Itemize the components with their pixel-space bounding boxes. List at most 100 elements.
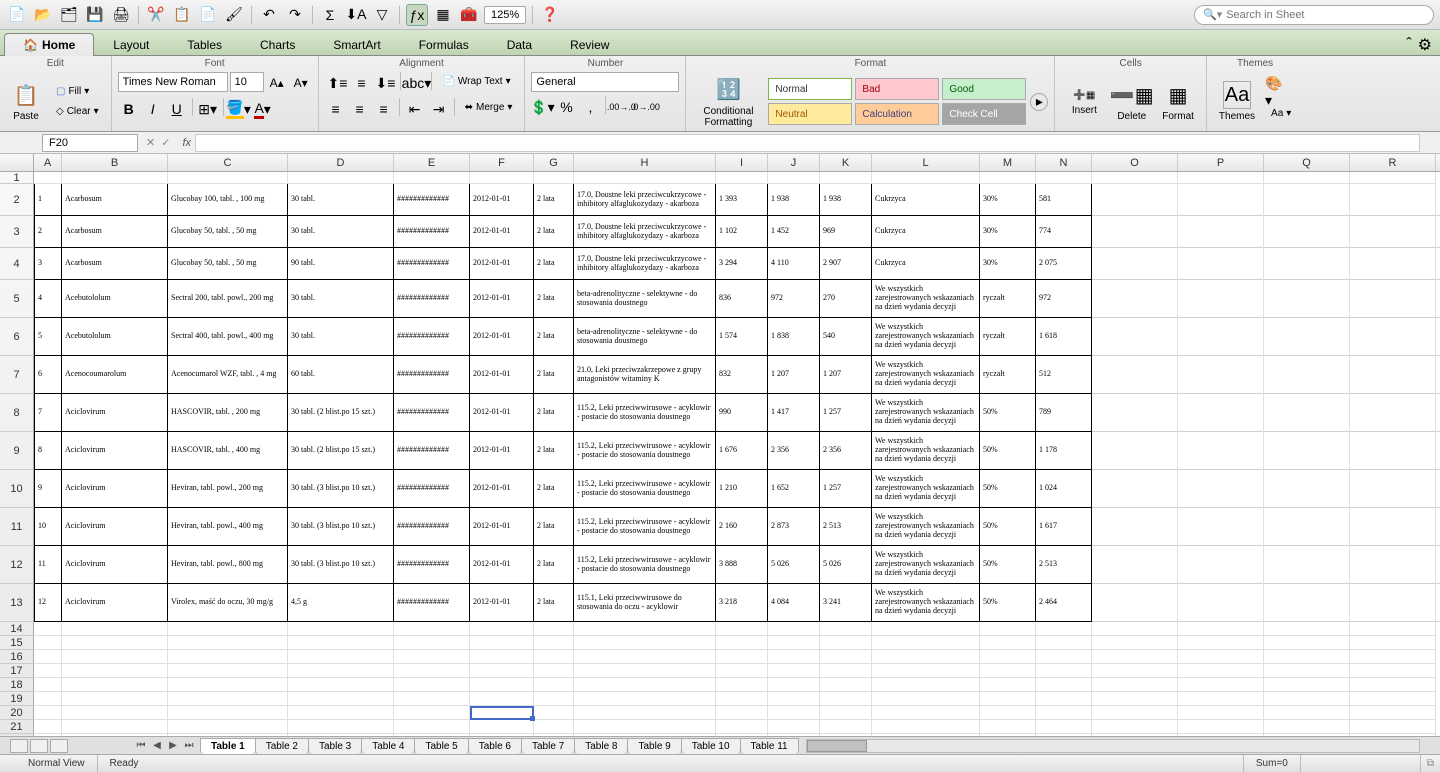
col-header-L[interactable]: L: [872, 154, 980, 171]
cell[interactable]: [1350, 584, 1436, 622]
tab-home[interactable]: 🏠Home: [4, 33, 94, 56]
decrease-decimal-icon[interactable]: .0→.00: [634, 96, 656, 118]
cell[interactable]: Cukrzyca: [872, 248, 980, 280]
cell[interactable]: [820, 720, 872, 734]
insert-button[interactable]: ➕▦Insert: [1061, 86, 1107, 118]
cell[interactable]: 1 617: [1036, 508, 1092, 546]
cell[interactable]: Aciclovirum: [62, 584, 168, 622]
cell[interactable]: [574, 678, 716, 692]
cell[interactable]: We wszystkich zarejestrowanych wskazania…: [872, 280, 980, 318]
cell[interactable]: [1092, 636, 1178, 650]
tab-review[interactable]: Review: [551, 33, 628, 56]
cell[interactable]: 270: [820, 280, 872, 318]
cell[interactable]: 2 513: [1036, 546, 1092, 584]
cell[interactable]: [1092, 692, 1178, 706]
view-normal-icon[interactable]: [10, 739, 28, 753]
cell[interactable]: 774: [1036, 216, 1092, 248]
cell[interactable]: 2 464: [1036, 584, 1092, 622]
cell[interactable]: [1350, 184, 1436, 216]
copy-icon[interactable]: 📋: [171, 4, 193, 26]
print-icon[interactable]: 🖨: [110, 4, 132, 26]
col-header-F[interactable]: F: [470, 154, 534, 171]
new-icon[interactable]: 📄: [6, 4, 28, 26]
view-layout-icon[interactable]: [30, 739, 48, 753]
cell[interactable]: [168, 664, 288, 678]
format-painter-icon[interactable]: 🖌: [223, 4, 245, 26]
cell[interactable]: [574, 172, 716, 184]
cell[interactable]: Heviran, tabl. powl., 800 mg: [168, 546, 288, 584]
toolbox-icon[interactable]: 🧰: [458, 4, 480, 26]
cell[interactable]: [1092, 432, 1178, 470]
resize-grip-icon[interactable]: ⧉: [1421, 758, 1440, 769]
cell[interactable]: [1264, 216, 1350, 248]
cell[interactable]: [168, 678, 288, 692]
row-header-14[interactable]: 14: [0, 622, 34, 636]
cell[interactable]: [872, 636, 980, 650]
row-header-5[interactable]: 5: [0, 280, 34, 318]
cell[interactable]: [1178, 470, 1264, 508]
cell[interactable]: [394, 734, 470, 736]
cell[interactable]: [1036, 720, 1092, 734]
cell[interactable]: [820, 664, 872, 678]
cell[interactable]: 90 tabl.: [288, 248, 394, 280]
cell[interactable]: [1264, 664, 1350, 678]
formula-input[interactable]: [195, 134, 1420, 152]
row-header-2[interactable]: 2: [0, 184, 34, 216]
paste-icon[interactable]: 📄: [197, 4, 219, 26]
cell[interactable]: We wszystkich zarejestrowanych wskazania…: [872, 394, 980, 432]
cell[interactable]: Acarbosum: [62, 216, 168, 248]
cell[interactable]: [34, 636, 62, 650]
cell[interactable]: [1092, 508, 1178, 546]
cell[interactable]: [62, 172, 168, 184]
cell[interactable]: [394, 720, 470, 734]
cell[interactable]: [1036, 734, 1092, 736]
cell[interactable]: [1350, 248, 1436, 280]
cell[interactable]: [470, 664, 534, 678]
cell[interactable]: [1178, 720, 1264, 734]
cell[interactable]: [168, 706, 288, 720]
cell[interactable]: 4 110: [768, 248, 820, 280]
cell[interactable]: 30 tabl. (3 blist.po 10 szt.): [288, 470, 394, 508]
row-header-3[interactable]: 3: [0, 216, 34, 248]
cell[interactable]: 2 513: [820, 508, 872, 546]
row-header-22[interactable]: 22: [0, 734, 34, 736]
shrink-font-icon[interactable]: A▾: [290, 72, 312, 94]
cell[interactable]: [534, 650, 574, 664]
cell[interactable]: 115.1, Leki przeciwwirusowe do stosowani…: [574, 584, 716, 622]
cell[interactable]: 2012-01-01: [470, 356, 534, 394]
sheet-tab[interactable]: Table 4: [361, 738, 415, 754]
cell[interactable]: 30 tabl.: [288, 318, 394, 356]
cell[interactable]: [820, 172, 872, 184]
cell[interactable]: ryczałt: [980, 356, 1036, 394]
cell[interactable]: 836: [716, 280, 768, 318]
cell[interactable]: [34, 172, 62, 184]
cell[interactable]: [1350, 622, 1436, 636]
cell[interactable]: [168, 636, 288, 650]
cell[interactable]: [34, 734, 62, 736]
cell[interactable]: [872, 172, 980, 184]
cell[interactable]: [1178, 664, 1264, 678]
cell[interactable]: 3 218: [716, 584, 768, 622]
cell[interactable]: [1036, 622, 1092, 636]
cell[interactable]: [288, 622, 394, 636]
cell[interactable]: beta-adrenolityczne - selektywne - do st…: [574, 318, 716, 356]
cell[interactable]: [62, 664, 168, 678]
cell[interactable]: 2 lata: [534, 508, 574, 546]
cell[interactable]: [1036, 692, 1092, 706]
search-box[interactable]: 🔍▾: [1194, 5, 1434, 25]
cell[interactable]: [1350, 650, 1436, 664]
confirm-icon[interactable]: ✓: [161, 136, 170, 149]
tab-data[interactable]: Data: [488, 33, 551, 56]
cell[interactable]: [1092, 172, 1178, 184]
row-header-20[interactable]: 20: [0, 706, 34, 720]
cell[interactable]: [1178, 356, 1264, 394]
cell[interactable]: [716, 706, 768, 720]
cell[interactable]: [980, 678, 1036, 692]
cell[interactable]: [1264, 692, 1350, 706]
cell[interactable]: [1264, 356, 1350, 394]
cell[interactable]: [1350, 706, 1436, 720]
cell[interactable]: HASCOVIR, tabl. , 200 mg: [168, 394, 288, 432]
sheet-tab[interactable]: Table 7: [521, 738, 575, 754]
cell[interactable]: 2 lata: [534, 584, 574, 622]
tab-layout[interactable]: Layout: [94, 33, 168, 56]
